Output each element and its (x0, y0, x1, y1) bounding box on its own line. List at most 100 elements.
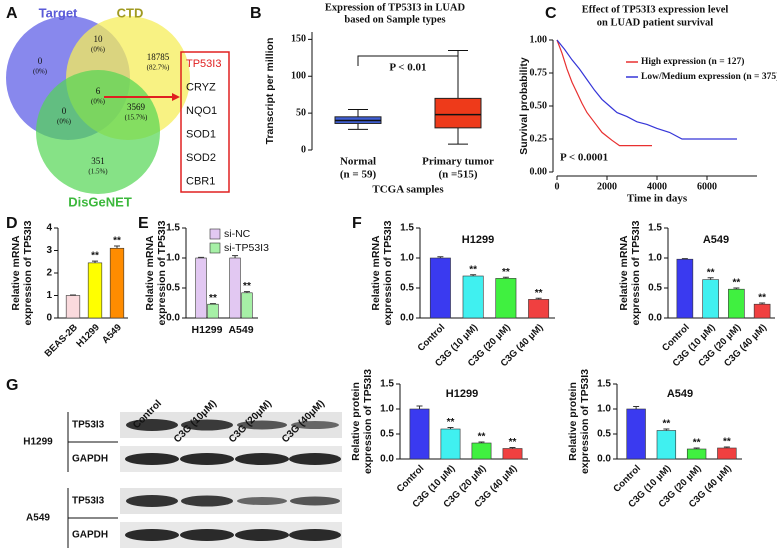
y-tick-label: 1.5 (380, 379, 394, 390)
bar (687, 449, 706, 459)
significance: ** (478, 432, 486, 443)
venn-percent: (15.7%) (125, 114, 148, 122)
x-tick-label: A549 (228, 324, 253, 336)
legend-label: Low/Medium expression (n = 375) (641, 71, 777, 82)
venn-count: 0 (38, 56, 43, 66)
gene: NQO1 (186, 105, 217, 117)
band (290, 497, 340, 506)
venn-percent: (0%) (57, 118, 72, 126)
venn-set: DisGeNET (68, 194, 132, 209)
y-axis-label: expression of TP53I3 (156, 220, 168, 325)
gene: SOD2 (186, 152, 216, 164)
y-axis-label: expression of TP53I3 (382, 220, 394, 325)
whisker (448, 50, 468, 98)
whisker (448, 128, 468, 144)
bar (627, 409, 646, 459)
legend-swatch (210, 229, 220, 239)
significance: ** (209, 293, 217, 304)
venn-percent: (0%) (33, 68, 48, 76)
y-tick-label: 4 (46, 223, 52, 234)
venn-percent: (82.7%) (147, 64, 170, 72)
y-tick-label: 1.0 (400, 253, 414, 264)
venn-set: CTD (117, 5, 144, 20)
legend-label: si-NC (224, 228, 251, 240)
y-tick-label: 1 (46, 290, 52, 301)
bar (208, 304, 219, 318)
x-tick-label: 4000 (647, 181, 667, 192)
chart-title: H1299 (462, 234, 494, 246)
y-tick-label: 3 (46, 245, 52, 256)
significance: ** (502, 267, 510, 278)
protein-label: GAPDH (72, 454, 108, 465)
y-tick-label: 0.0 (597, 454, 611, 465)
venn-percent: (0%) (91, 98, 106, 106)
y-tick-label: 1.0 (166, 253, 180, 264)
band (126, 495, 178, 507)
bar (703, 280, 719, 318)
bar (657, 431, 676, 460)
y-tick-label: 0.5 (166, 283, 180, 294)
y-axis-label: Relative mRNA (10, 235, 22, 311)
x-tick-label: Control (416, 322, 448, 354)
chart-title: Expression of TP53I3 in LUAD (325, 2, 466, 13)
bar (717, 448, 736, 459)
y-tick-label: 0.5 (648, 283, 662, 294)
panel-label: D (6, 215, 18, 232)
bar (88, 263, 102, 318)
y-axis-label: Relative mRNA (618, 235, 630, 311)
venn-percent: (0%) (91, 46, 106, 54)
y-axis-label: expression of TP53I3 (362, 369, 374, 474)
bar (66, 296, 80, 319)
x-tick-note: (n =515) (439, 169, 478, 181)
band (181, 496, 233, 507)
y-axis-label: Relative protein (350, 382, 362, 461)
y-axis-label: expression of TP53I3 (579, 369, 591, 474)
bar (410, 409, 429, 459)
venn-percent: (1.5%) (88, 168, 108, 176)
y-tick-label: 0.5 (400, 283, 414, 294)
protein-label: TP53I3 (72, 420, 105, 431)
venn-count: 18785 (147, 52, 170, 62)
venn-count: 351 (91, 156, 105, 166)
annotation: P < 0.0001 (560, 152, 608, 164)
y-tick-label: 1.5 (597, 379, 611, 390)
bar (728, 289, 744, 318)
bar (528, 299, 548, 318)
venn-count: 6 (96, 86, 101, 96)
y-axis-label: expression of TP53I3 (630, 220, 642, 325)
x-tick-label: 6000 (697, 181, 717, 192)
panel-label: B (250, 5, 262, 22)
significance: ** (509, 437, 517, 448)
x-tick-label: 2000 (597, 181, 617, 192)
gene: CBR1 (186, 175, 215, 187)
x-axis-label: Time in days (627, 193, 688, 205)
significance: ** (693, 438, 701, 449)
y-tick-label: 1.5 (166, 223, 180, 234)
significance: ** (535, 288, 543, 299)
x-tick-label: Primary tumor (422, 156, 494, 168)
bar (230, 258, 241, 318)
significance: ** (91, 251, 99, 262)
y-tick-label: 0.50 (530, 100, 548, 111)
y-tick-label: 1.0 (380, 404, 394, 415)
significance: ** (758, 293, 766, 304)
band (180, 529, 234, 541)
western-blot: H1299 A549 TP53I3 GAPDH TP53I3 GAPDH Con… (23, 398, 342, 548)
venn-set: Target (39, 5, 78, 20)
bar (430, 258, 450, 318)
survival-curve (557, 40, 737, 139)
significance: ** (732, 278, 740, 289)
y-tick-label: 0 (301, 144, 306, 155)
error-bar (232, 256, 238, 258)
y-tick-label: 150 (291, 34, 306, 45)
significance: ** (469, 264, 477, 275)
bar (441, 429, 460, 459)
error-bar (633, 407, 639, 410)
gene: TP53I3 (186, 58, 221, 70)
bar (463, 276, 483, 318)
significance: ** (113, 236, 121, 247)
y-tick-label: 0.75 (530, 67, 548, 78)
y-tick-label: 1.0 (648, 253, 662, 264)
bar (677, 259, 693, 318)
bar (472, 443, 491, 459)
